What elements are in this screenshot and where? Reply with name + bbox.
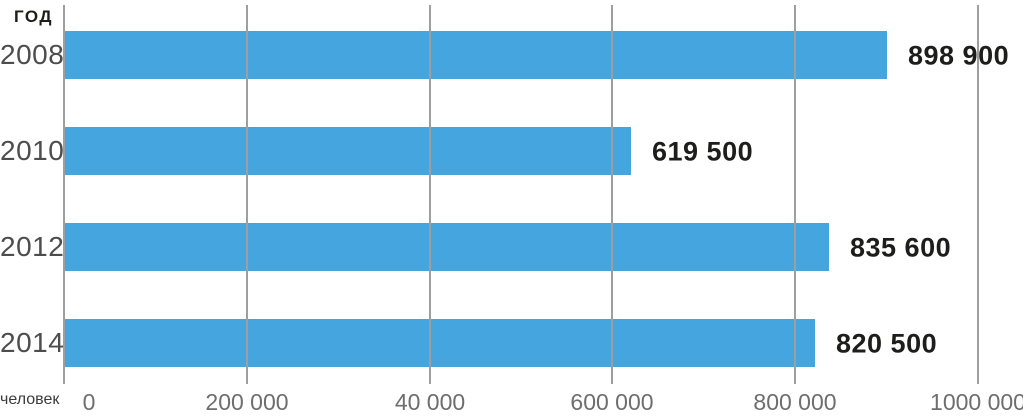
bar-2010	[65, 127, 631, 175]
value-label: 820 500	[836, 328, 938, 359]
x-tick-label: 200 000	[205, 389, 289, 415]
year-label: 2012	[0, 231, 65, 262]
x-tick-label: 600 000	[570, 389, 654, 415]
gridline	[977, 5, 979, 384]
gridline	[611, 5, 613, 384]
year-label: 2008	[0, 39, 65, 70]
value-label: 619 500	[652, 136, 754, 167]
value-label: 835 600	[850, 232, 952, 263]
value-label: 898 900	[908, 40, 1010, 71]
year-label: 2014	[0, 327, 65, 358]
bar-2014	[65, 319, 815, 367]
y-axis-title: ГОД	[14, 7, 54, 26]
x-tick-label: 800 000	[753, 389, 837, 415]
bar-2012	[65, 223, 829, 271]
gridline	[246, 5, 248, 384]
gridline	[429, 5, 431, 384]
y-axis-line	[63, 5, 65, 384]
x-axis-unit-label: человек	[0, 391, 60, 408]
gridline	[794, 5, 796, 384]
x-tick-label: 40 000	[394, 389, 466, 415]
x-tick-label: 1000 000	[930, 389, 1023, 415]
year-label: 2010	[0, 135, 65, 166]
bar-2008	[65, 31, 887, 79]
x-tick-label: 0	[82, 389, 96, 415]
